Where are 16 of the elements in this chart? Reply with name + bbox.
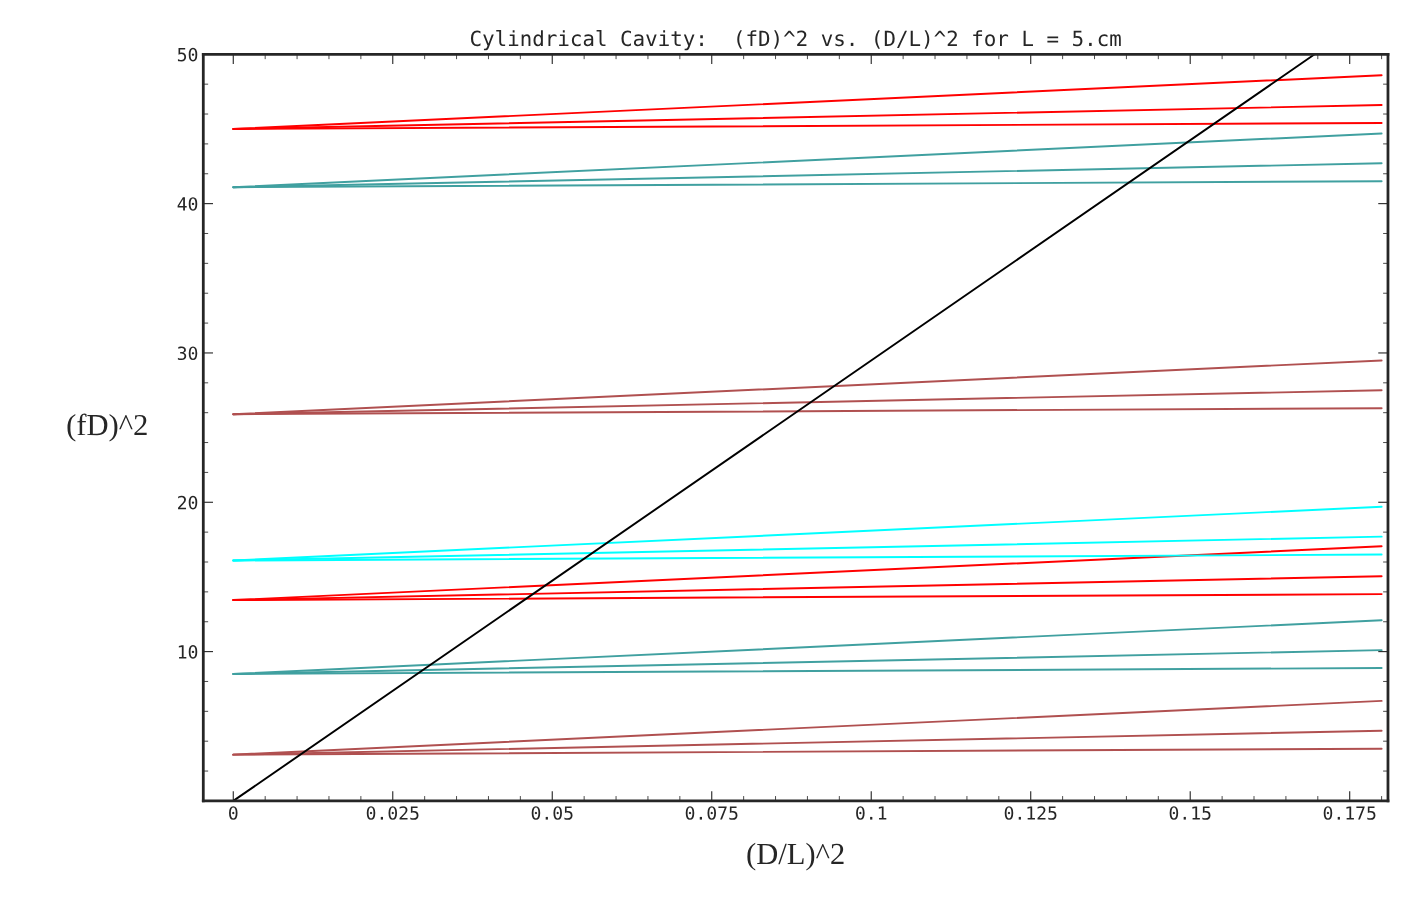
x-tick-label: 0.05 [531, 806, 573, 820]
x-tick-label: 0.075 [685, 806, 738, 820]
x-tick-label: 0 [229, 806, 238, 820]
y-tick-label: 50 [177, 47, 198, 62]
y-tick-label: 30 [177, 346, 198, 361]
y-tick-label: 20 [178, 495, 198, 510]
x-tick-label: 0.1 [856, 806, 887, 820]
x-tick-label: 0.125 [1004, 806, 1057, 820]
chart-title: Cylindrical Cavity: (fD)^2 vs. (D/L)^2 for L = 5.cm [470, 30, 1121, 51]
y-tick-label: 10 [178, 645, 198, 659]
x-axis-title: (D/L)^2 [747, 842, 844, 871]
x-tick-label: 0.025 [366, 806, 419, 820]
y-axis-title: (fD)^2 [67, 413, 147, 442]
x-tick-label: 0.15 [1169, 806, 1211, 820]
y-tick-label: 40 [177, 197, 198, 211]
x-tick-label: 0.175 [1323, 806, 1376, 820]
